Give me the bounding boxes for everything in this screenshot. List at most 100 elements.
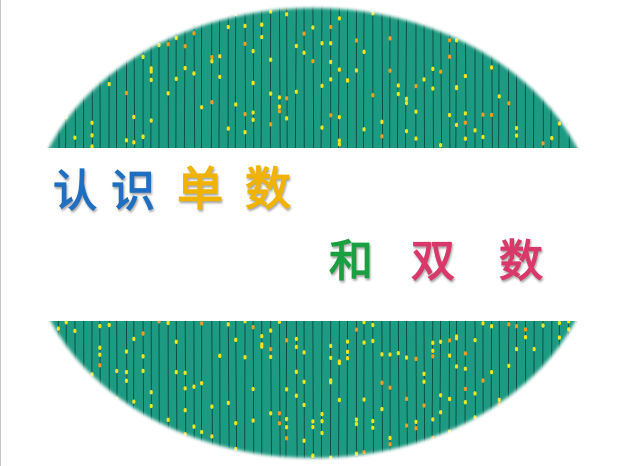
stripe-dot — [311, 424, 315, 430]
stripe-dot — [218, 54, 222, 59]
stripe-dot — [218, 0, 221, 3]
stripe-dot — [439, 339, 443, 344]
stripe-dot — [514, 39, 519, 44]
stripe-dot — [414, 0, 417, 4]
stripe-dot — [447, 38, 452, 43]
stripe-dot — [567, 363, 571, 368]
stripe-dot — [329, 24, 333, 30]
stripe-dot — [98, 323, 102, 329]
stripe-dot — [174, 35, 178, 41]
stripe-dot — [567, 327, 571, 332]
stripe-dot — [454, 122, 459, 128]
stripe-dot — [473, 24, 477, 30]
stripe-dot — [200, 380, 204, 386]
stripe-dot — [98, 345, 102, 350]
stripe-dot — [439, 143, 443, 148]
stripe-line — [338, 320, 340, 461]
stripe-line — [235, 320, 238, 461]
stripe-dot — [82, 385, 86, 390]
stripe-line — [397, 5, 399, 149]
stripe-dot — [22, 32, 25, 36]
stripe-dot — [183, 370, 187, 376]
stripe-dot — [311, 453, 315, 458]
stripe-line — [211, 320, 213, 461]
stripe-dot — [329, 77, 333, 82]
stripe-dot — [311, 419, 315, 424]
stripe-dot — [497, 397, 501, 403]
stripe-dot — [550, 135, 554, 141]
stripe-dot — [30, 17, 34, 23]
stripe-dot — [473, 337, 477, 343]
stripe-dot — [574, 414, 579, 420]
top-pattern-panel — [25, 5, 601, 148]
stripe-dot — [600, 362, 601, 367]
title-band — [1, 148, 621, 321]
stripe-dot — [132, 114, 136, 120]
stripe-dot — [557, 90, 561, 96]
stripe-dot — [497, 37, 501, 43]
stripe-dot — [489, 112, 494, 118]
stripe-dot — [251, 386, 255, 392]
stripe-dot — [592, 18, 596, 23]
stripe-dot — [47, 421, 51, 426]
stripe-dot — [226, 126, 230, 131]
stripe-line — [30, 320, 33, 461]
stripe-dot — [489, 422, 494, 427]
stripe-dot — [447, 396, 452, 402]
stripe-dot — [473, 13, 477, 19]
stripe-dot — [447, 54, 452, 59]
stripe-dot — [47, 336, 51, 342]
stripe-dot — [609, 336, 612, 340]
stripe-dot — [251, 48, 255, 54]
stripe-dot — [404, 423, 409, 428]
stripe-dot — [514, 125, 519, 131]
stripe-dot — [115, 55, 119, 60]
stripe-dot — [550, 64, 554, 69]
stripe-dot — [388, 385, 392, 390]
stripe-dot — [243, 111, 247, 117]
stripe-dot — [617, 48, 620, 52]
stripe-dot — [226, 24, 230, 30]
stripe-dot — [574, 59, 579, 64]
stripe-dot — [39, 443, 43, 448]
stripe-dot — [532, 427, 536, 432]
stripe-dot — [269, 411, 273, 416]
title-char-shu-1: 数 — [245, 162, 291, 216]
stripe-dot — [73, 92, 77, 97]
stripe-dot — [609, 75, 612, 79]
stripe-dot — [90, 462, 93, 466]
stripe-dot — [507, 445, 511, 450]
stripe-dot — [115, 368, 119, 374]
stripe-dot — [600, 366, 601, 372]
stripe-dot — [56, 5, 60, 8]
stripe-dot — [396, 350, 400, 356]
stripe-line — [363, 5, 365, 149]
stripe-dot — [523, 422, 528, 427]
stripe-dot — [269, 354, 273, 360]
stripe-dot — [354, 68, 359, 73]
stripe-dot — [567, 47, 571, 52]
stripe-dot — [574, 36, 579, 41]
stripe-dot — [82, 77, 86, 83]
stripe-dot — [396, 83, 400, 88]
stripe-dot — [550, 415, 554, 421]
stripe-dot — [285, 12, 289, 17]
stripe-line — [372, 320, 374, 461]
stripe-dot — [90, 423, 94, 428]
stripe-dot — [463, 399, 467, 405]
stripe-dot — [149, 403, 153, 409]
stripe-dot — [414, 426, 418, 431]
stripe-line — [252, 320, 255, 461]
stripe-dot — [107, 399, 111, 404]
stripe-dot — [371, 322, 375, 328]
stripe-dot — [311, 25, 315, 30]
stripe-dot — [192, 71, 196, 76]
stripe-dot — [234, 102, 238, 107]
stripe-dot — [362, 49, 366, 55]
stripe-dot — [532, 24, 536, 29]
stripe-line — [541, 320, 544, 461]
stripe-dot — [39, 459, 43, 461]
stripe-line — [584, 5, 586, 149]
stripe-dot — [192, 31, 196, 36]
stripe-line — [346, 320, 348, 461]
